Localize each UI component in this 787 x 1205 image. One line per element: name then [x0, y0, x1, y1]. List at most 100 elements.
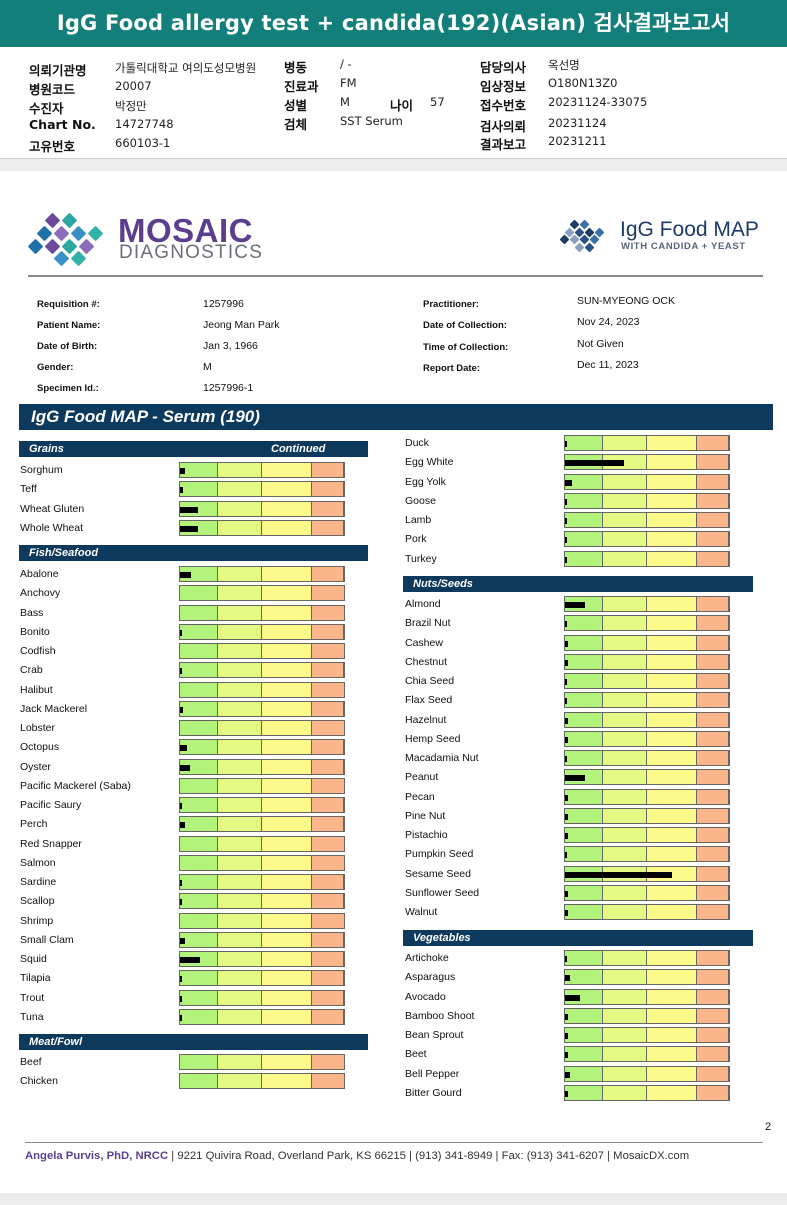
reactivity-bar: [179, 854, 345, 871]
zone-yellow: [262, 778, 312, 793]
reactivity-bar: [179, 585, 345, 602]
zone-yellow: [647, 828, 697, 842]
zone-orange: [312, 482, 344, 497]
food-row: Duck: [405, 435, 730, 451]
reactivity-level: [565, 890, 569, 897]
reactivity-level: [565, 756, 567, 762]
zone-green: [565, 808, 603, 823]
reactivity-level: [180, 745, 187, 752]
zone-lime: [218, 913, 262, 928]
food-name: Abalone: [20, 568, 59, 580]
reactivity-bar: [564, 454, 730, 471]
zone-green: [565, 1085, 603, 1100]
zone-lime: [218, 1074, 262, 1089]
reactivity-bar: [179, 835, 345, 852]
logo-tile: [27, 238, 44, 254]
reactivity-bar: [179, 970, 345, 987]
zone-lime: [603, 951, 647, 965]
logo-tile: [78, 238, 95, 254]
reactivity-level: [565, 621, 567, 628]
zone-green: [180, 482, 218, 497]
kr-value: 20231124-33075: [548, 95, 648, 109]
food-name: Red Snapper: [20, 837, 82, 850]
reactivity-level: [565, 775, 585, 782]
zone-yellow: [262, 740, 312, 755]
section-header-vegetables: Vegetables: [403, 930, 753, 946]
zone-yellow: [262, 990, 312, 1005]
zone-yellow: [647, 436, 697, 450]
food-name: Cashew: [405, 636, 443, 649]
zone-orange: [312, 1055, 344, 1069]
zone-green: [565, 635, 603, 650]
reactivity-level: [565, 794, 569, 801]
food-row: Egg White: [405, 454, 730, 471]
zone-yellow: [262, 482, 312, 497]
food-row: Chia Seed: [405, 673, 730, 689]
zone-yellow: [262, 855, 312, 870]
zone-orange: [697, 712, 729, 727]
zone-lime: [218, 567, 262, 581]
reactivity-level: [565, 659, 569, 666]
zone-green: [565, 731, 603, 746]
food-name: Goose: [405, 494, 436, 507]
reactivity-bar: [564, 550, 730, 567]
reactivity-bar: [564, 531, 730, 548]
kr-label: 결과보고: [480, 137, 527, 152]
zone-lime: [218, 624, 262, 639]
reactivity-bar: [564, 827, 730, 843]
reactivity-bar: [564, 596, 730, 612]
food-row: Chestnut: [405, 653, 730, 670]
reactivity-level: [180, 899, 182, 906]
reactivity-bar: [564, 807, 730, 824]
reactivity-bar: [179, 758, 345, 775]
food-row: Chicken: [20, 1073, 345, 1090]
reactivity-level: [565, 1052, 569, 1059]
food-name: Sorghum: [20, 464, 63, 476]
zone-orange: [312, 778, 344, 793]
zone-orange: [697, 455, 729, 470]
food-name: Whole Wheat: [20, 521, 84, 534]
food-name: Crab: [20, 664, 43, 677]
diagnostics-logo-text: DIAGNOSTICS: [119, 242, 264, 263]
zone-yellow: [262, 586, 312, 601]
zone-green: [180, 798, 218, 812]
food-name: Chicken: [20, 1075, 58, 1088]
reactivity-bar: [179, 777, 345, 794]
zone-yellow: [647, 970, 697, 985]
zone-yellow: [647, 905, 697, 919]
food-name: Macadamia Nut: [405, 752, 479, 764]
reactivity-bar: [564, 884, 730, 901]
zone-lime: [603, 1028, 647, 1042]
zone-orange: [697, 1008, 729, 1023]
kr-label: 검체: [284, 117, 308, 132]
food-row: Scallop: [20, 893, 345, 910]
zone-yellow: [262, 759, 312, 774]
zone-yellow: [262, 701, 312, 716]
food-name: Chia Seed: [405, 675, 455, 687]
reactivity-level: [565, 602, 585, 608]
zone-green: [180, 463, 218, 477]
zone-yellow: [647, 712, 697, 727]
zone-orange: [697, 1047, 729, 1062]
logo-tile: [61, 212, 78, 229]
reactivity-level: [565, 498, 567, 505]
zone-lime: [218, 1055, 262, 1069]
zone-green: [565, 551, 603, 566]
patient-label: Date of Collection:: [423, 320, 507, 331]
food-row: Squid: [20, 951, 345, 967]
zone-green: [180, 932, 218, 947]
reactivity-bar: [564, 711, 730, 728]
food-row: Oyster: [20, 758, 345, 775]
food-name: Bean Sprout: [405, 1029, 464, 1041]
food-row: Bean Sprout: [405, 1027, 730, 1043]
food-row: Sardine: [20, 874, 345, 890]
zone-lime: [218, 482, 262, 497]
food-row: Anchovy: [20, 585, 345, 602]
food-row: Brazil Nut: [405, 615, 730, 632]
reactivity-bar: [564, 1065, 730, 1082]
patient-value: 1257996-1: [203, 382, 254, 394]
food-row: Egg Yolk: [405, 473, 730, 490]
zone-green: [180, 586, 218, 601]
food-name: Codfish: [20, 645, 56, 657]
reactivity-bar: [564, 1027, 730, 1043]
